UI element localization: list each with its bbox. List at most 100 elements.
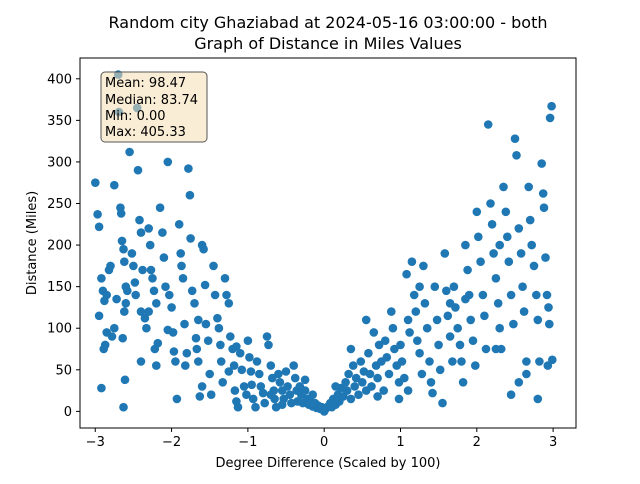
data-point [185, 190, 195, 200]
data-point [194, 357, 203, 366]
data-point [341, 378, 350, 387]
stats-median: Median: 83.74 [105, 93, 198, 108]
data-point [300, 375, 310, 385]
x-tick-label: −2 [162, 435, 181, 450]
data-point [525, 215, 535, 225]
data-point [422, 323, 432, 333]
data-point [495, 323, 505, 333]
data-point [471, 361, 480, 370]
data-point [184, 164, 193, 173]
data-point [180, 319, 189, 329]
data-point [545, 319, 554, 329]
data-point [468, 336, 478, 346]
data-point [224, 367, 234, 376]
data-point [203, 336, 213, 346]
data-point [390, 344, 399, 354]
data-point [411, 307, 421, 316]
data-point [155, 203, 165, 212]
data-point [509, 319, 518, 329]
data-point [120, 257, 129, 267]
x-tick-label: 2 [473, 435, 481, 450]
data-point [374, 340, 384, 350]
data-point [186, 234, 195, 243]
data-point [524, 182, 533, 192]
data-point [210, 290, 220, 300]
data-point [171, 357, 180, 366]
data-point [380, 336, 390, 346]
data-point [342, 386, 352, 395]
data-point [458, 378, 468, 387]
data-point [541, 253, 550, 262]
data-point [163, 325, 173, 335]
data-point [533, 315, 543, 325]
data-point [543, 361, 553, 370]
data-point [499, 182, 508, 192]
data-point [516, 249, 526, 258]
data-point [394, 394, 404, 404]
data-point [403, 386, 413, 395]
data-point [159, 253, 169, 262]
data-point [364, 348, 373, 358]
data-point [457, 357, 466, 366]
data-point [222, 290, 231, 300]
data-point [415, 348, 424, 358]
data-point [455, 340, 465, 350]
data-point [148, 274, 157, 283]
data-point [489, 249, 498, 258]
data-point [110, 180, 119, 190]
data-point [237, 365, 247, 375]
data-point [121, 299, 131, 308]
data-point [136, 357, 146, 366]
data-point [200, 280, 210, 290]
y-tick-label: 400 [47, 72, 72, 87]
data-point [235, 348, 245, 358]
x-tick-label: 3 [549, 435, 557, 450]
chart-title: Random city Ghaziabad at 2024-05-16 03:0… [109, 13, 548, 32]
data-point [172, 394, 182, 404]
data-point [146, 265, 156, 275]
data-point [281, 367, 291, 376]
stats-min: Min: 0.00 [105, 109, 166, 124]
data-point [125, 147, 134, 157]
data-point [251, 402, 260, 412]
data-point [262, 332, 272, 341]
data-point [94, 222, 104, 232]
x-axis-label: Degree Difference (Scaled by 100) [216, 456, 441, 471]
chart-subtitle: Graph of Distance in Miles Values [194, 34, 462, 53]
data-point [356, 357, 366, 366]
data-point [232, 342, 241, 351]
data-point [535, 357, 544, 366]
data-point [258, 388, 268, 398]
data-point [445, 332, 455, 341]
data-point [544, 303, 553, 312]
data-point [102, 290, 111, 300]
data-point [246, 367, 256, 376]
stats-box: Mean: 98.47 Median: 83.74 Min: 0.00 Max:… [100, 71, 208, 143]
data-point [478, 290, 488, 300]
data-point [194, 315, 203, 325]
data-point [110, 323, 119, 333]
data-point [405, 328, 414, 337]
x-tick-label: −1 [238, 435, 257, 450]
data-point [481, 344, 491, 354]
data-point [107, 332, 117, 341]
data-point [491, 344, 501, 354]
data-point [506, 390, 516, 400]
data-point [504, 257, 514, 267]
data-point [518, 282, 527, 292]
data-point [167, 303, 176, 312]
data-point [522, 369, 531, 379]
data-point [438, 398, 447, 408]
data-point [248, 394, 258, 404]
data-point [118, 333, 127, 343]
data-point [140, 313, 150, 323]
data-point [131, 290, 140, 300]
data-point [453, 323, 463, 333]
data-point [432, 315, 442, 325]
y-axis-label: Distance (Miles) [25, 191, 40, 295]
data-point [443, 311, 453, 321]
data-point [331, 382, 340, 391]
data-point [369, 328, 379, 337]
data-point [209, 261, 218, 271]
data-point [461, 240, 470, 250]
